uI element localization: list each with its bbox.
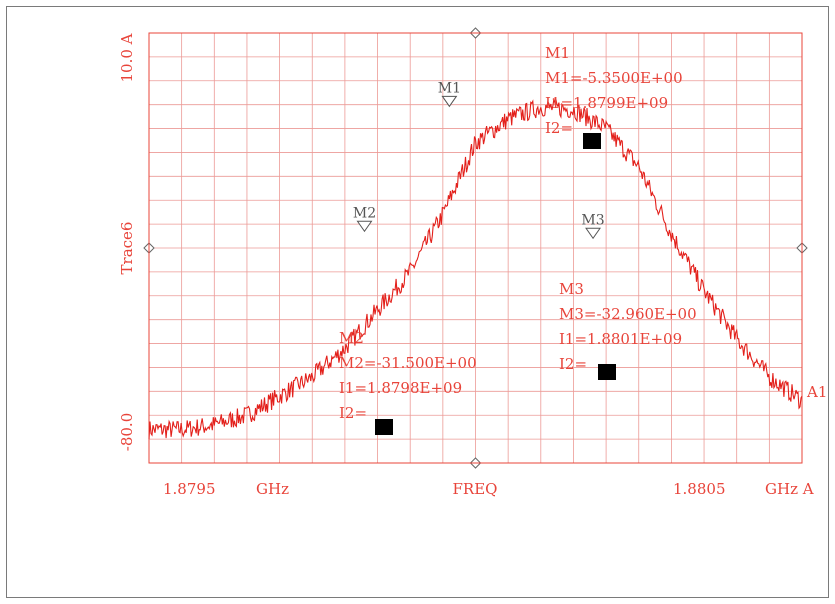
- marker-readout-m1-line3: I2=: [545, 119, 573, 137]
- marker-readout-m2-line1: M2=-31.500E+00: [339, 354, 477, 372]
- x-right-unit: GHz A: [765, 480, 814, 498]
- trace-line: [148, 98, 803, 440]
- marker-readout-m3-line0: M3: [559, 280, 584, 298]
- marker-readout-box-m2: [375, 419, 393, 435]
- marker-readout-m3-line3: I2=: [559, 355, 587, 373]
- trace-end-label: A1: [806, 383, 827, 401]
- marker-layer: M1 M1 M1=-5.3500E+00 I1=1.8799E+09 I2= M2 M2 M2…: [339, 44, 697, 435]
- grid-layer: [143, 27, 808, 469]
- marker-readout-m3-line2: I1=1.8801E+09: [559, 330, 682, 348]
- x-left-unit: GHz: [256, 480, 289, 498]
- marker-readout-box-m1: [583, 133, 601, 149]
- marker-readout-m2-line3: I2=: [339, 404, 367, 422]
- marker-label-m2: M2: [353, 205, 376, 221]
- marker-triangle-m1: [441, 95, 458, 108]
- y-top-label: 10.0 A: [118, 33, 136, 82]
- plot-border: [148, 32, 803, 464]
- marker-label-m3: M3: [581, 212, 604, 228]
- marker-readout-m1-line1: M1=-5.3500E+00: [545, 69, 683, 87]
- marker-readout-box-m3: [598, 364, 616, 380]
- x-left-label: 1.8795: [163, 480, 216, 498]
- marker-readout-m2-line0: M2: [339, 329, 364, 347]
- marker-readout-m3-line1: M3=-32.960E+00: [559, 305, 697, 323]
- marker-triangle-m3: [585, 227, 602, 240]
- y-bottom-label: -80.0: [118, 413, 136, 451]
- marker-triangle-m2: [356, 220, 373, 233]
- marker-readout-m1-line0: M1: [545, 44, 570, 62]
- x-right-label: 1.8805: [673, 480, 726, 498]
- marker-label-m1: M1: [438, 80, 461, 96]
- x-center-label: FREQ: [453, 480, 498, 498]
- marker-readout-m2-line2: I1=1.8798E+09: [339, 379, 462, 397]
- marker-readout-m1-line2: I1=1.8799E+09: [545, 94, 668, 112]
- trace-layer: [148, 98, 803, 440]
- y-axis-title: Trace6: [118, 222, 136, 275]
